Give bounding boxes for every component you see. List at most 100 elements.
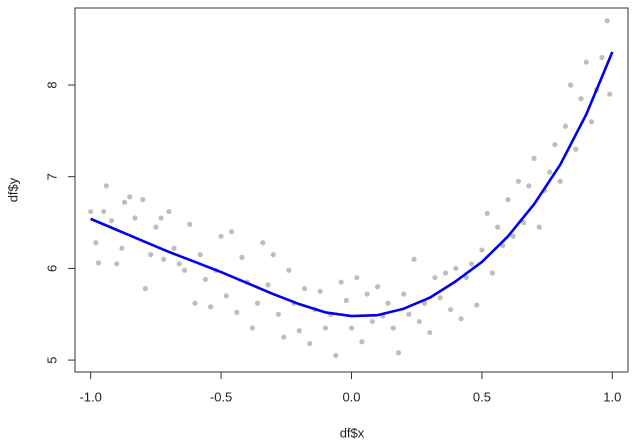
point [607,91,613,97]
point [171,245,177,251]
point [562,123,568,129]
point [333,352,339,359]
point [536,224,542,230]
point [437,295,443,301]
point [254,300,261,306]
point [208,304,214,310]
point [463,274,469,281]
y-tick-label: 7 [44,173,59,180]
point [369,318,375,325]
point [604,18,610,24]
y-tick-label: 5 [44,356,59,363]
point [494,224,501,230]
point [578,96,584,102]
point [140,197,146,203]
point [234,309,240,316]
point [421,300,428,306]
x-tick-label: 1.0 [603,389,621,404]
point [484,210,490,216]
x-tick-label: 0.0 [342,389,360,404]
point [148,252,154,258]
point [573,146,579,152]
point [301,285,308,292]
point [158,215,164,221]
point [348,325,355,331]
point [286,267,292,273]
point [448,307,454,313]
point [270,252,276,258]
x-tick-label: 0.5 [473,389,491,404]
point [265,282,271,288]
point [181,267,188,273]
point [119,245,125,251]
point [453,265,459,271]
point [322,325,329,331]
point [202,276,209,282]
point [101,208,107,215]
point [166,208,172,215]
point [468,261,475,267]
point [395,350,402,356]
point [568,82,574,88]
point [192,300,198,306]
point [223,293,229,299]
point [599,54,605,61]
point [108,218,115,224]
point [526,183,532,189]
point [142,285,149,292]
point [583,59,589,65]
point [132,215,138,221]
point [411,256,417,262]
point [458,316,464,322]
point [218,233,224,239]
point [531,155,537,161]
y-axis-label: df$y [5,177,20,202]
point [95,260,102,266]
point [275,311,282,317]
point [442,270,449,276]
point [249,325,255,331]
point [557,178,563,184]
y-tick-label: 6 [44,265,59,272]
point [401,291,407,297]
point [307,340,313,347]
point [406,311,412,317]
point [474,302,480,308]
point [588,119,595,125]
point [427,329,433,336]
point [281,334,287,340]
point [239,254,245,260]
point [187,221,193,227]
y-tick-label: 8 [44,81,59,88]
x-axis-label: df$x [340,425,365,440]
point [432,274,438,281]
point [121,199,128,205]
point [176,261,182,267]
point [260,240,266,246]
point [489,270,495,276]
point [127,194,133,200]
point [364,291,370,297]
point [547,169,553,175]
point [354,274,360,281]
fit-line [90,51,614,318]
point [552,142,558,148]
point [317,288,323,294]
point [296,328,302,334]
point [359,339,365,345]
point [228,229,235,235]
point [114,261,120,267]
point [385,300,391,306]
point [416,318,422,325]
point [505,197,511,203]
point [88,208,94,215]
point [343,297,349,304]
point [374,284,381,290]
point [521,219,527,226]
point [479,247,485,253]
point [197,252,203,258]
point [515,178,522,184]
point [338,279,344,285]
point [103,183,109,189]
